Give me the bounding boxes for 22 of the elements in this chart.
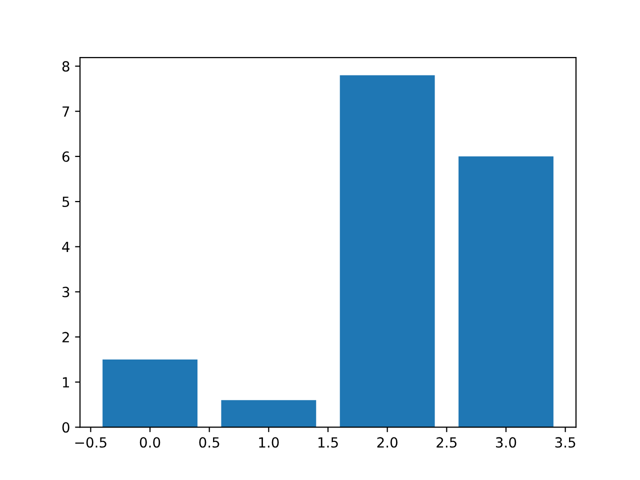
x-tick-label: 3.5 — [555, 437, 576, 448]
bar — [221, 400, 316, 428]
bar — [102, 360, 198, 428]
x-tick-label: 1.0 — [259, 437, 279, 448]
y-tick-label: 0 — [62, 422, 70, 433]
y-tick-label: 8 — [62, 61, 70, 72]
y-tick-label: 7 — [62, 106, 70, 117]
bar — [458, 156, 554, 428]
x-tick-label: 2.0 — [377, 437, 398, 448]
bar — [340, 75, 435, 428]
x-tick-label: 1.5 — [318, 437, 338, 448]
y-tick-label: 5 — [62, 196, 70, 208]
x-tick-label: 0.5 — [199, 437, 220, 448]
x-tick-label: −0.5 — [75, 437, 106, 448]
y-tick-label: 3 — [62, 286, 70, 298]
y-tick-label: 4 — [62, 242, 70, 252]
y-tick-label: 1 — [62, 377, 69, 388]
y-tick-label: 6 — [62, 151, 70, 162]
y-tick-label: 2 — [62, 332, 69, 342]
x-tick-label: 2.5 — [436, 437, 456, 448]
x-tick-label: 3.0 — [496, 437, 516, 448]
x-tick-label: 0.0 — [140, 437, 160, 448]
